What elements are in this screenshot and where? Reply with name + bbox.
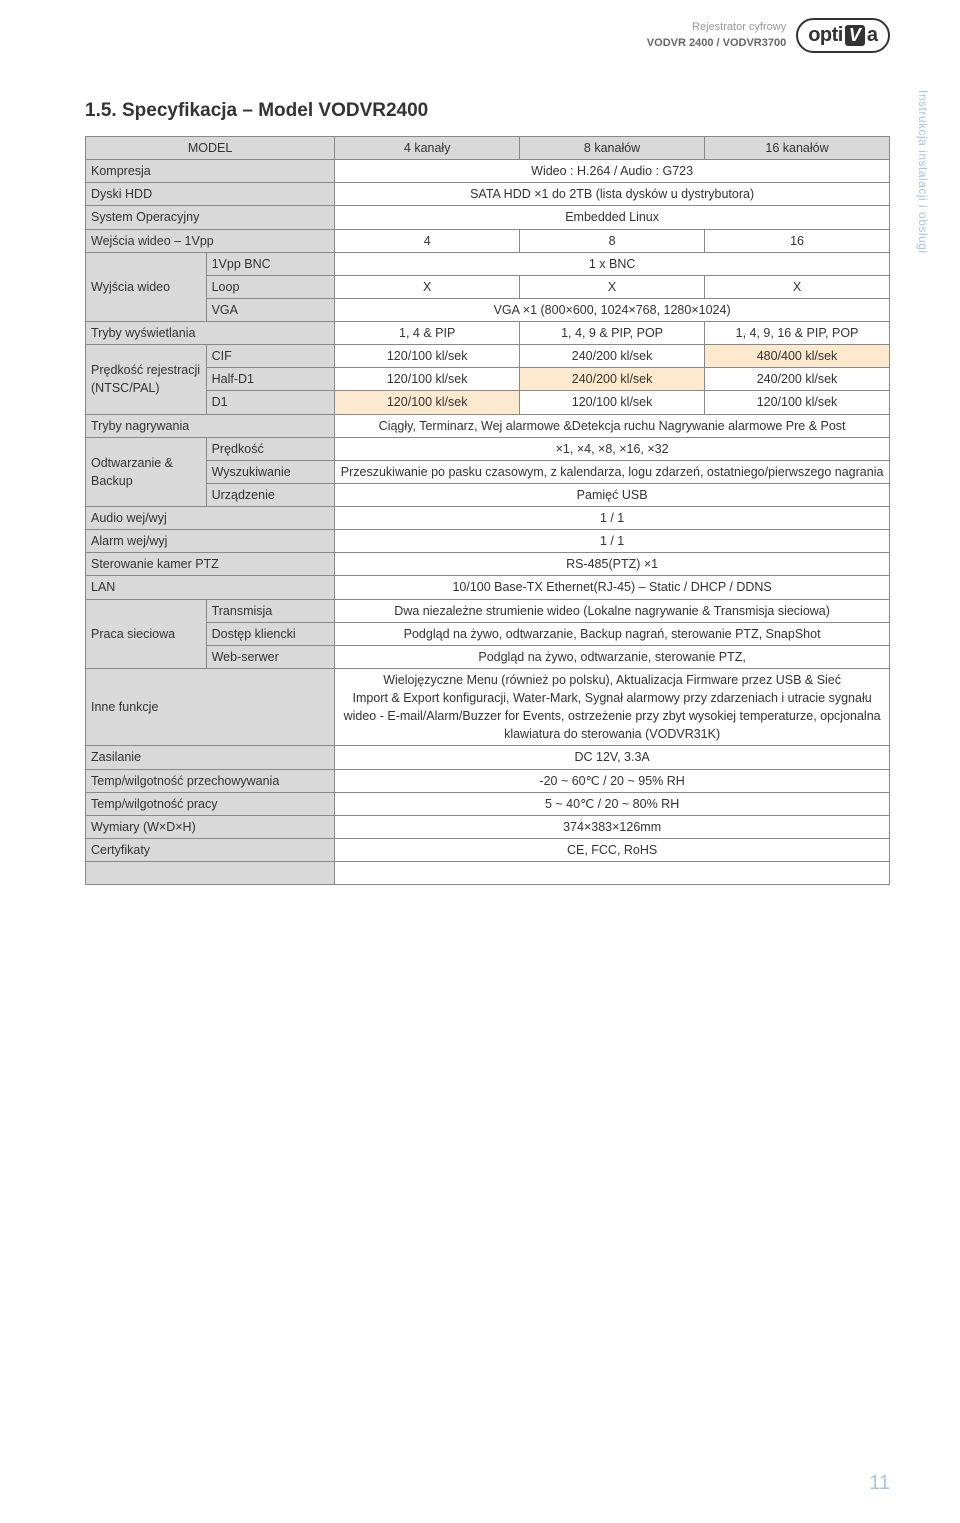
row-value: CE, FCC, RoHS bbox=[335, 838, 890, 861]
row-label: Temp/wilgotność pracy bbox=[86, 792, 335, 815]
header-line2: VODVR 2400 / VODVR3700 bbox=[647, 36, 786, 51]
model-col-2: 8 kanałów bbox=[520, 137, 705, 160]
row-label: Odtwarzanie & Backup bbox=[86, 437, 207, 506]
model-col-1: 4 kanały bbox=[335, 137, 520, 160]
header-product-text: Rejestrator cyfrowy VODVR 2400 / VODVR37… bbox=[647, 20, 786, 51]
row-value: 1, 4, 9, 16 & PIP, POP bbox=[705, 322, 890, 345]
row-value: VGA ×1 (800×600, 1024×768, 1280×1024) bbox=[335, 298, 890, 321]
row-value: 120/100 kl/sek bbox=[705, 391, 890, 414]
model-col-3: 16 kanałów bbox=[705, 137, 890, 160]
brand-logo: opti V a bbox=[796, 18, 890, 53]
logo-text-2: a bbox=[867, 24, 878, 47]
row-value: DC 12V, 3.3A bbox=[335, 746, 890, 769]
row-label: Dyski HDD bbox=[86, 183, 335, 206]
sub-label: Dostęp kliencki bbox=[206, 622, 335, 645]
logo-text-1: opti bbox=[808, 24, 843, 47]
row-empty-label bbox=[86, 862, 335, 885]
row-value: 240/200 kl/sek bbox=[520, 345, 705, 368]
row-value: X bbox=[705, 275, 890, 298]
row-value: 374×383×126mm bbox=[335, 815, 890, 838]
row-label: Kompresja bbox=[86, 160, 335, 183]
row-value: X bbox=[335, 275, 520, 298]
row-value: 10/100 Base-TX Ethernet(RJ-45) – Static … bbox=[335, 576, 890, 599]
row-value: Ciągły, Terminarz, Wej alarmowe &Detekcj… bbox=[335, 414, 890, 437]
row-value: 16 bbox=[705, 229, 890, 252]
row-value: 4 bbox=[335, 229, 520, 252]
row-value: 240/200 kl/sek bbox=[705, 368, 890, 391]
sub-label: Web-serwer bbox=[206, 645, 335, 668]
row-value: X bbox=[520, 275, 705, 298]
row-label: System Operacyjny bbox=[86, 206, 335, 229]
sub-label: Transmisja bbox=[206, 599, 335, 622]
model-label: MODEL bbox=[86, 137, 335, 160]
section-title: 1.5. Specyfikacja – Model VODVR2400 bbox=[85, 100, 890, 122]
row-value: 120/100 kl/sek bbox=[520, 391, 705, 414]
row-value: 5 ~ 40℃ / 20 ~ 80% RH bbox=[335, 792, 890, 815]
row-value: 8 bbox=[520, 229, 705, 252]
row-empty-value bbox=[335, 862, 890, 885]
row-label: Tryby wyświetlania bbox=[86, 322, 335, 345]
row-label: LAN bbox=[86, 576, 335, 599]
row-value: 1 / 1 bbox=[335, 530, 890, 553]
row-value: 1, 4 & PIP bbox=[335, 322, 520, 345]
row-value: 1, 4, 9 & PIP, POP bbox=[520, 322, 705, 345]
row-value: 120/100 kl/sek bbox=[335, 345, 520, 368]
logo-v-box: V bbox=[845, 25, 865, 47]
sub-label: 1Vpp BNC bbox=[206, 252, 335, 275]
row-value: 1 / 1 bbox=[335, 507, 890, 530]
row-label: Tryby nagrywania bbox=[86, 414, 335, 437]
row-value: -20 ~ 60℃ / 20 ~ 95% RH bbox=[335, 769, 890, 792]
row-label: Temp/wilgotność przechowywania bbox=[86, 769, 335, 792]
row-value: RS-485(PTZ) ×1 bbox=[335, 553, 890, 576]
row-label: Wyjścia wideo bbox=[86, 252, 207, 321]
row-value-highlight: 480/400 kl/sek bbox=[705, 345, 890, 368]
side-manual-label: Instrukcja instalacji i obsługi bbox=[916, 90, 930, 254]
sub-label: Prędkość bbox=[206, 437, 335, 460]
row-label: Praca sieciowa bbox=[86, 599, 207, 668]
row-value: SATA HDD ×1 do 2TB (lista dysków u dystr… bbox=[335, 183, 890, 206]
page-number: 11 bbox=[869, 1472, 890, 1495]
row-value: Podgląd na żywo, odtwarzanie, sterowanie… bbox=[335, 645, 890, 668]
row-value: 1 x BNC bbox=[335, 252, 890, 275]
row-label: Sterowanie kamer PTZ bbox=[86, 553, 335, 576]
sub-label: VGA bbox=[206, 298, 335, 321]
row-value: Embedded Linux bbox=[335, 206, 890, 229]
spec-table: MODEL 4 kanały 8 kanałów 16 kanałów Komp… bbox=[85, 136, 890, 885]
row-value-highlight: 120/100 kl/sek bbox=[335, 391, 520, 414]
sub-label: Loop bbox=[206, 275, 335, 298]
row-value: Dwa niezależne strumienie wideo (Lokalne… bbox=[335, 599, 890, 622]
row-value: Wielojęzyczne Menu (również po polsku), … bbox=[335, 668, 890, 746]
row-value: Przeszukiwanie po pasku czasowym, z kale… bbox=[335, 460, 890, 483]
row-label: Inne funkcje bbox=[86, 668, 335, 746]
sub-label: Half-D1 bbox=[206, 368, 335, 391]
row-label: Certyfikaty bbox=[86, 838, 335, 861]
sub-label: Urządzenie bbox=[206, 483, 335, 506]
row-value: Pamięć USB bbox=[335, 483, 890, 506]
row-label: Alarm wej/wyj bbox=[86, 530, 335, 553]
sub-label: D1 bbox=[206, 391, 335, 414]
row-value-highlight: 240/200 kl/sek bbox=[520, 368, 705, 391]
row-value: Wideo : H.264 / Audio : G723 bbox=[335, 160, 890, 183]
row-label: Zasilanie bbox=[86, 746, 335, 769]
row-value: 120/100 kl/sek bbox=[335, 368, 520, 391]
row-value: ×1, ×4, ×8, ×16, ×32 bbox=[335, 437, 890, 460]
sub-label: CIF bbox=[206, 345, 335, 368]
row-label: Wejścia wideo – 1Vpp bbox=[86, 229, 335, 252]
row-label: Wymiary (W×D×H) bbox=[86, 815, 335, 838]
row-label: Audio wej/wyj bbox=[86, 507, 335, 530]
page-header: Rejestrator cyfrowy VODVR 2400 / VODVR37… bbox=[647, 18, 890, 53]
sub-label: Wyszukiwanie bbox=[206, 460, 335, 483]
header-line1: Rejestrator cyfrowy bbox=[647, 20, 786, 35]
row-label: Prędkość rejestracji (NTSC/PAL) bbox=[86, 345, 207, 414]
row-value: Podgląd na żywo, odtwarzanie, Backup nag… bbox=[335, 622, 890, 645]
